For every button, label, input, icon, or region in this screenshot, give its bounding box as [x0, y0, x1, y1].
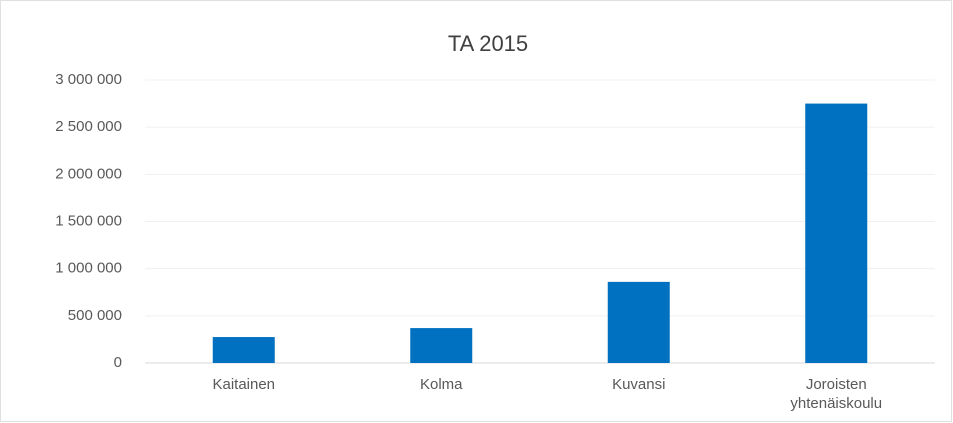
y-tick-label: 1 500 000	[55, 212, 122, 229]
y-tick-label: 3 000 000	[55, 71, 122, 88]
x-tick-label: Joroisten yhtenäiskoulu	[790, 376, 882, 412]
y-tick-label: 2 000 000	[55, 165, 122, 182]
bar	[805, 103, 868, 363]
y-tick-label: 2 500 000	[55, 118, 122, 135]
y-tick-label: 0	[114, 354, 122, 371]
y-tick-label: 1 000 000	[55, 260, 122, 277]
x-tick-label: Kaitainen	[212, 376, 275, 393]
chart-title: TA 2015	[448, 31, 528, 56]
y-tick-label: 500 000	[68, 307, 122, 324]
x-tick-label: Kuvansi	[612, 376, 665, 393]
x-tick-label: Kolma	[420, 376, 463, 393]
bar	[607, 281, 670, 363]
bar	[410, 328, 473, 363]
bar	[212, 337, 275, 363]
